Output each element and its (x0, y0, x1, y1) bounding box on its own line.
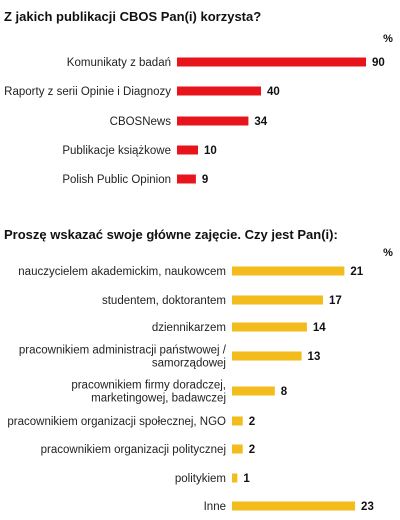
chart1-plot: Komunikaty z badań 90 Raporty z serii Opin… (4, 57, 385, 186)
chart2-value-label: 1 (243, 473, 250, 485)
chart2-plot: nauczycielem akademickim, naukowcem 21stu… (7, 266, 373, 513)
chart2-bar (232, 386, 275, 396)
chart2-value-label: 2 (249, 416, 255, 428)
chart1-bar (177, 174, 196, 184)
chart2-category-label: Inne (204, 501, 226, 513)
chart1-value-label: 34 (254, 116, 267, 128)
chart2-value-label: 2 (249, 444, 255, 456)
chart1-value-label: 9 (202, 174, 208, 186)
chart1-value-label: 10 (204, 145, 217, 157)
chart2-bar (232, 295, 323, 305)
chart2-value-label: 13 (308, 351, 321, 363)
chart2-value-label: 8 (281, 386, 288, 398)
chart2-value-label: 14 (313, 322, 326, 334)
chart2-category-label: dziennikarzem (152, 322, 226, 334)
chart2-category-label: pracownikiem organizacji społecznej, NGO (7, 416, 226, 428)
chart1-unit-label: % (383, 33, 393, 45)
chart2-unit-label: % (383, 247, 393, 259)
chart1-bar (177, 57, 366, 67)
chart1-category-label: Raporty z serii Opinie i Diagnozy (4, 86, 171, 98)
chart2-category-label: politykiem (175, 473, 226, 485)
chart2-value-label: 17 (329, 295, 342, 307)
chart2-value-label: 21 (350, 266, 363, 278)
chart2-category-label: pracownikiem organizacji politycznej (41, 444, 226, 456)
chart2-bar (232, 351, 302, 361)
chart2-bar (232, 444, 243, 454)
chart2-category-label: pracownikiem administracji państwowej / s… (19, 345, 227, 370)
chart2-category-label: nauczycielem akademickim, naukowcem (18, 266, 226, 278)
chart1-category-label: Polish Public Opinion (62, 174, 171, 186)
chart2-category-label: studentem, doktorantem (102, 295, 226, 307)
chart1-category-label: Komunikaty z badań (67, 57, 171, 69)
chart2-bar (232, 473, 238, 483)
chart2-bar (232, 501, 356, 511)
chart1-value-label: 40 (267, 86, 280, 98)
chart1-bar (177, 86, 261, 96)
chart2-bar (232, 416, 243, 426)
chart1-category-label: CBOSNews (110, 116, 172, 128)
chart1-title: Z jakich publikacji CBOS Pan(i) korzysta… (4, 9, 261, 24)
chart2-category-label: pracownikiem firmy doradczej, marketingow… (71, 380, 226, 405)
chart2-bar (232, 266, 345, 276)
chart2-title: Proszę wskazać swoje główne zajęcie. Czy… (4, 227, 338, 242)
chart2-value-label: 23 (361, 501, 374, 513)
chart1-value-label: 90 (372, 57, 385, 69)
chart2-bar (232, 322, 307, 332)
chart1-bar (177, 145, 198, 155)
chart1-bar (177, 116, 249, 126)
chart1-category-label: Publikacje książkowe (62, 145, 171, 157)
